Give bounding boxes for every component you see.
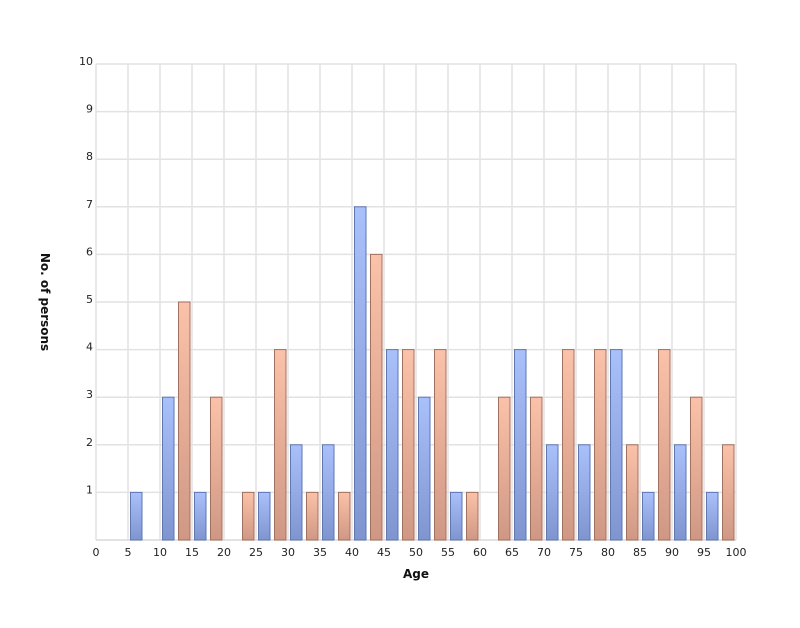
x-tick-label: 45: [377, 546, 391, 559]
bar-series2: [498, 396, 511, 541]
bar-series2: [242, 491, 255, 541]
bar-series2: [210, 396, 223, 541]
bar-series1: [450, 491, 463, 541]
x-tick-label: 55: [441, 546, 455, 559]
x-tick-label: 80: [601, 546, 615, 559]
x-tick-label: 15: [185, 546, 199, 559]
bar-series1: [642, 491, 655, 541]
bar-series1: [418, 396, 431, 541]
bars: [130, 206, 735, 541]
bar-series1: [354, 206, 367, 541]
bar-series2: [434, 349, 447, 541]
x-axis-label: Age: [403, 567, 429, 581]
y-tick-label: 6: [86, 245, 93, 258]
x-tick-label: 100: [726, 546, 747, 559]
x-tick-label: 10: [153, 546, 167, 559]
bar-series2: [562, 349, 575, 541]
bar-series2: [178, 301, 191, 541]
y-tick-label: 5: [86, 293, 93, 306]
y-tick-label: 9: [86, 103, 93, 116]
bar-series1: [514, 349, 527, 541]
bar-series1: [610, 349, 623, 541]
bar-series2: [306, 491, 319, 541]
x-tick-label: 65: [505, 546, 519, 559]
bar-series1: [194, 491, 207, 541]
x-tick-label: 70: [537, 546, 551, 559]
bar-series2: [658, 349, 671, 541]
x-tick-label: 0: [93, 546, 100, 559]
grid: [95, 63, 737, 541]
y-tick-label: 7: [86, 198, 93, 211]
x-tick-label: 40: [345, 546, 359, 559]
y-tick-label: 2: [86, 436, 93, 449]
y-tick-labels: 1 2 3 4 5 6 7 8 9 10: [79, 55, 93, 496]
x-tick-label: 25: [249, 546, 263, 559]
y-tick-label: 10: [79, 55, 93, 68]
x-tick-labels: 0 5 10 15 20 25 30 35 40 45 50 55 60 65 70 75 80 85 90 95 10…: [93, 546, 747, 559]
x-tick-label: 20: [217, 546, 231, 559]
y-tick-label: 3: [86, 388, 93, 401]
bar-series2: [466, 491, 479, 541]
x-tick-label: 90: [665, 546, 679, 559]
bar-series2: [402, 349, 415, 541]
bar-series2: [690, 396, 703, 541]
bar-series2: [338, 491, 351, 541]
x-tick-label: 30: [281, 546, 295, 559]
bar-series1: [322, 444, 335, 541]
bar-series1: [258, 491, 271, 541]
y-tick-label: 1: [86, 483, 93, 496]
x-tick-label: 75: [569, 546, 583, 559]
x-tick-label: 60: [473, 546, 487, 559]
x-tick-label: 5: [125, 546, 132, 559]
bar-series1: [290, 444, 303, 541]
bar-series2: [594, 349, 607, 541]
bar-series1: [546, 444, 559, 541]
bar-series2: [274, 349, 287, 541]
bar-series1: [386, 349, 399, 541]
y-axis-label: No. of persons: [38, 253, 52, 351]
x-tick-label: 95: [697, 546, 711, 559]
y-tick-label: 4: [86, 341, 93, 354]
bar-series1: [162, 396, 175, 541]
x-tick-label: 35: [313, 546, 327, 559]
bar-series1: [130, 491, 143, 541]
bar-series1: [674, 444, 687, 541]
bar-series1: [578, 444, 591, 541]
bar-series1: [706, 491, 719, 541]
bar-series2: [370, 253, 383, 541]
bar-series2: [722, 444, 735, 541]
x-tick-label: 85: [633, 546, 647, 559]
y-tick-label: 8: [86, 150, 93, 163]
bar-series2: [530, 396, 543, 541]
x-tick-label: 50: [409, 546, 423, 559]
bar-series2: [626, 444, 639, 541]
